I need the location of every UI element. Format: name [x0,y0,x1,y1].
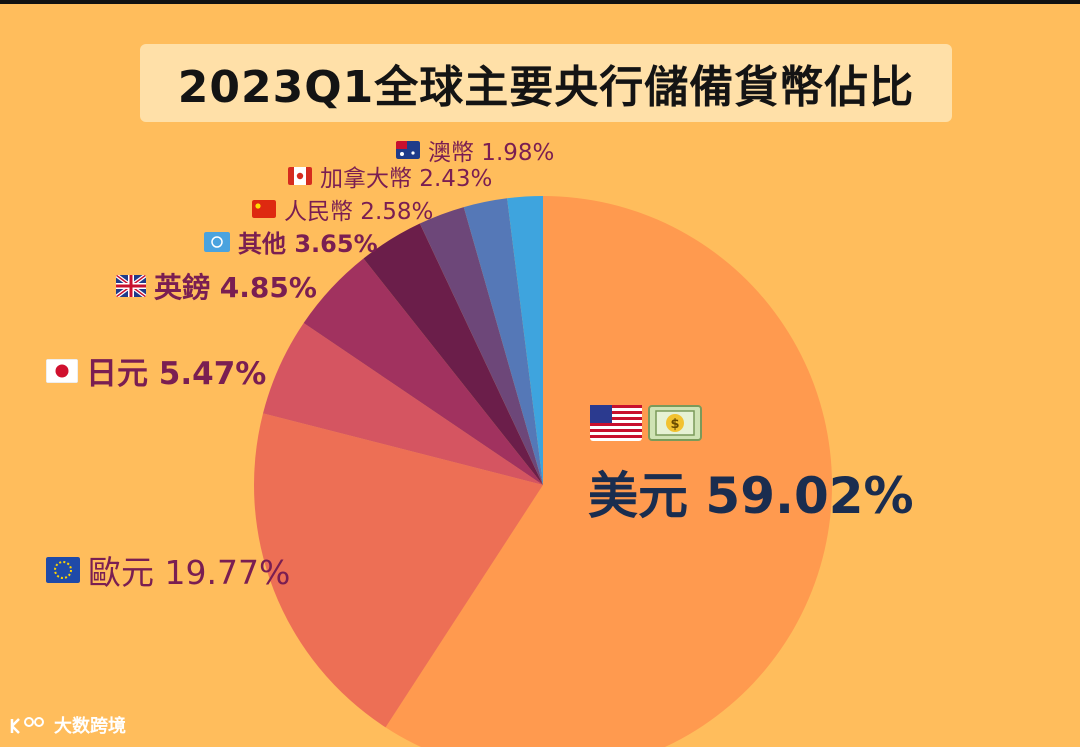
watermark-logo-icon [10,717,44,734]
gbp-label: 英鎊 4.85% [154,271,317,304]
svg-text:$: $ [670,417,679,432]
chart-title: 2023Q1全球主要央行儲備貨幣佔比 [177,62,915,113]
uk-flag-icon [116,275,146,297]
watermark-text: 大数跨境 [54,716,126,737]
canada-flag-icon [288,167,312,185]
pie-slice-3 [303,258,543,485]
jpy-label: 日元 5.47% [86,356,267,392]
other-label-row: 其他 3.65% [204,224,378,259]
eu-flag-icon [46,557,80,583]
cad-label-row: 加拿大幣 2.43% [288,159,492,193]
china-flag-icon [252,200,276,218]
cny-label-row: 人民幣 2.58% [252,192,433,226]
un-flag-icon [204,231,230,252]
cad-label: 加拿大幣 2.43% [320,166,493,192]
jpy-label-row: 日元 5.47% [46,348,266,393]
title-banner: 2023Q1全球主要央行儲備貨幣佔比 [140,44,952,122]
pie-slice-0 [385,196,833,747]
money-bag-icon: $ [648,405,702,441]
top-border [0,0,1080,4]
cny-label: 人民幣 2.58% [284,199,434,225]
eur-label-row: 歐元 19.77% [46,546,290,594]
usd-icons: $ [590,405,702,441]
pie-slice-7 [507,196,543,485]
pie-slice-6 [463,198,543,486]
other-label: 其他 3.65% [238,230,378,258]
pie-slice-2 [263,322,543,485]
australia-flag-icon [396,141,420,159]
us-flag-icon [590,405,642,441]
pie-slice-1 [253,413,543,728]
gbp-label-row: 英鎊 4.85% [116,266,317,306]
aud-label: 澳幣 1.98% [428,140,555,166]
eur-label: 歐元 19.77% [88,553,291,592]
japan-flag-icon [46,358,78,383]
aud-label-row: 澳幣 1.98% [396,133,554,167]
pie-slice-5 [419,207,543,485]
watermark: 大数跨境 [8,712,126,738]
usd-label: 美元 59.02% [588,467,914,525]
pie-slice-4 [363,223,543,485]
